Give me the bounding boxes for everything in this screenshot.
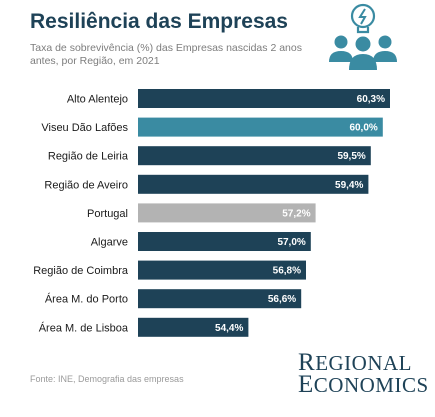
bar-regi-o-de-leiria <box>138 146 371 166</box>
value-label: 56,6% <box>268 294 296 305</box>
value-label: 57,0% <box>277 237 305 248</box>
category-label: Região de Aveiro <box>44 179 128 191</box>
bar-viseu-d-o-laf-es <box>138 117 383 137</box>
category-label: Algarve <box>91 237 128 249</box>
bar--rea-m-de-lisboa <box>138 317 249 337</box>
chart-title: Resiliência das Empresas <box>30 10 288 33</box>
category-label: Área M. de Lisboa <box>39 321 129 334</box>
category-label: Região de Leiria <box>48 151 129 163</box>
chart-subtitle: Taxa de sobrevivência (%) das Empresas n… <box>30 42 302 67</box>
bar-alto-alentejo <box>138 89 390 108</box>
bar-algarve <box>138 232 311 251</box>
category-label: Viseu Dão Lafões <box>41 122 128 134</box>
brand-line-2: ECONOMICS <box>298 371 429 398</box>
bar-portugal <box>138 203 316 223</box>
bar--rea-m-do-porto <box>138 289 302 309</box>
bar-regi-o-de-coimbra <box>138 260 306 280</box>
brand-logo: REGIONAL ECONOMICS <box>298 349 429 398</box>
category-label: Portugal <box>87 208 128 220</box>
source-note: Fonte: INE, Demografia das empresas <box>30 374 184 384</box>
value-label: 54,4% <box>215 323 243 334</box>
category-label: Área M. do Porto <box>45 293 128 306</box>
value-label: 57,2% <box>282 208 310 219</box>
category-label: Alto Alentejo <box>67 94 128 106</box>
value-label: 60,3% <box>357 94 385 105</box>
lightbulb-people-icon <box>322 2 404 74</box>
brand-line-1: REGIONAL <box>298 349 412 376</box>
value-label: 60,0% <box>349 123 377 134</box>
value-label: 59,4% <box>335 180 363 191</box>
category-label: Região de Coimbra <box>33 265 129 277</box>
value-label: 56,8% <box>273 266 301 277</box>
value-label: 59,5% <box>337 151 365 162</box>
bar-regi-o-de-aveiro <box>138 174 369 194</box>
